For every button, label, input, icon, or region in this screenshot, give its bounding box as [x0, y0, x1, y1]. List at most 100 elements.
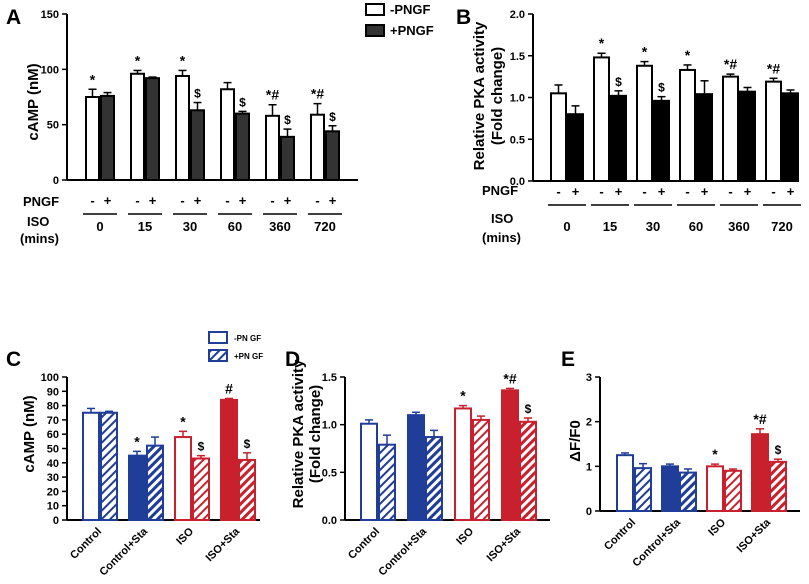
bar [454, 407, 472, 521]
bar [472, 418, 490, 521]
significance-label: *# [753, 411, 766, 427]
y-axis-label: Relative PKA activity [471, 21, 488, 170]
x-tick-label: 30 [646, 219, 660, 234]
pngf-sign: - [556, 184, 560, 199]
significance-label: $ [775, 443, 782, 457]
bar [751, 433, 769, 513]
pngf-sign: - [90, 193, 94, 208]
legend-label: -PN GF [234, 334, 261, 343]
bar [782, 92, 799, 182]
bar [100, 94, 115, 181]
bar [567, 113, 584, 182]
significance-label: * [90, 71, 96, 87]
x-tick-label: ISO+Sta [735, 516, 774, 555]
significance-label: $ [525, 402, 532, 416]
legend-label: +PN GF [234, 352, 263, 361]
pngf-sign: - [599, 184, 603, 199]
x-tick-label: Control [346, 526, 382, 562]
pngf-sign: - [642, 184, 646, 199]
bar [325, 130, 340, 182]
panel-c: C cAMP (nM) -PN GF +PN GF [6, 331, 263, 473]
panel-label: B [456, 6, 471, 29]
legend: -PN GF +PN GF [208, 331, 263, 362]
x-tick-label: ISO+Sta [485, 525, 524, 564]
x-tick-label: 720 [314, 219, 336, 234]
y-tick-label: 10 [47, 501, 59, 513]
bar [636, 64, 653, 182]
legend-swatch-minus-pngf [208, 331, 228, 344]
x-tick-label: 60 [689, 219, 703, 234]
bar [425, 436, 443, 521]
pngf-sign: + [284, 193, 292, 208]
y-tick-label: 100 [41, 372, 59, 384]
y-tick-label: 150 [41, 9, 59, 21]
x-tick-label: 720 [771, 219, 793, 234]
y-tick-label: 0.0 [510, 176, 525, 188]
significance-label: * [135, 52, 141, 68]
x-tick-label: ISO [454, 525, 476, 547]
panel-b: B Relative PKA activity (Fold change) PN… [456, 6, 521, 245]
pngf-sign: + [194, 193, 202, 208]
significance-label: $ [615, 75, 622, 89]
bar [235, 112, 250, 181]
x-tick-label: Control+Sta [97, 525, 150, 578]
x-tick-label: 0 [96, 219, 103, 234]
y-tick-label: 0.0 [322, 515, 337, 527]
bar [519, 420, 537, 522]
y-tick-label: 80 [47, 401, 59, 413]
significance-label: *# [724, 56, 737, 72]
y-tick-label: 30 [47, 472, 59, 484]
legend-label: -PNGF [390, 2, 431, 17]
y-tick-label: 0.5 [322, 467, 337, 479]
panel-label: C [6, 348, 21, 371]
x-tick-label: Control+Sta [376, 525, 429, 578]
pngf-sign: - [180, 193, 184, 208]
x-tick-label: ISO [706, 516, 728, 538]
pngf-sign: + [744, 184, 752, 199]
y-tick-label: 70 [47, 415, 59, 427]
row-label-iso: ISO [491, 211, 513, 226]
bar [100, 411, 118, 521]
bar [679, 68, 696, 182]
row-label-iso-unit: (mins) [20, 231, 59, 246]
pngf-sign: - [225, 193, 229, 208]
pngf-sign: + [787, 184, 795, 199]
y-axis-label: cAMP (nM) [21, 395, 38, 472]
y-axis-label-2: (Fold change) [489, 47, 506, 145]
panel-label: D [285, 348, 300, 371]
x-tick-label: Control [602, 517, 638, 553]
significance-label: * [134, 433, 140, 449]
bar [722, 75, 739, 182]
bar [378, 443, 396, 522]
pngf-sign: - [315, 193, 319, 208]
x-tick-label: 0 [563, 219, 570, 234]
pngf-sign: + [701, 184, 709, 199]
y-tick-label: 60 [47, 429, 59, 441]
bar [739, 90, 756, 182]
row-label-iso: ISO [27, 214, 49, 229]
panel-label: E [561, 348, 575, 371]
significance-label: * [599, 35, 605, 51]
x-tick-label: 360 [728, 219, 750, 234]
panel-label: A [6, 6, 21, 29]
bar [146, 444, 164, 522]
pngf-sign: + [572, 184, 580, 199]
y-axis-label: cAMP (nM) [25, 63, 42, 140]
bar [706, 465, 724, 513]
pngf-sign: - [771, 184, 775, 199]
significance-label: * [180, 52, 186, 68]
bar [593, 56, 610, 182]
bar [550, 92, 567, 182]
pngf-sign: + [329, 193, 337, 208]
bar [661, 465, 679, 513]
significance-label: $ [244, 437, 251, 451]
bar [501, 389, 519, 522]
bar [128, 454, 146, 521]
pngf-sign: - [135, 193, 139, 208]
legend: -PNGF +PNGF [365, 2, 434, 38]
pngf-sign: + [104, 193, 112, 208]
significance-label: * [685, 47, 691, 63]
